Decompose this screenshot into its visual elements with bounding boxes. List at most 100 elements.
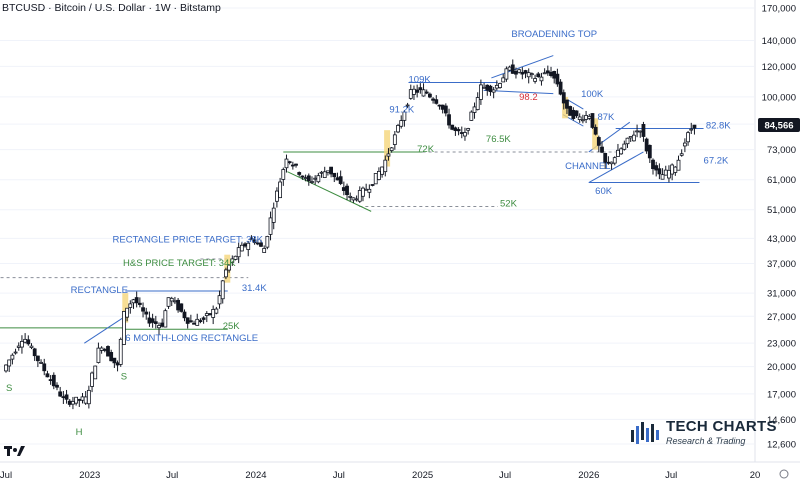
candle-body [188,320,193,323]
candle-body [16,345,21,348]
candle-body [313,177,318,180]
candle-body [526,72,531,78]
candle [198,318,203,324]
candle [109,349,114,362]
candle [329,166,333,178]
candle-body [319,171,324,174]
candle-body [166,297,171,307]
candle-body [144,311,149,315]
candle-body [437,104,442,107]
candle [137,297,142,308]
candle-body [408,89,413,99]
candle-body [670,164,675,175]
price-tick-label: 43,000 [767,234,796,245]
time-tick-label: 20 [750,470,761,481]
candle-body [494,84,499,89]
candle [453,126,458,136]
candle [619,147,624,155]
candle-body [316,175,321,183]
candle-body [552,71,557,79]
candle [67,398,72,407]
last-price-bg [758,117,800,132]
candle [163,308,168,328]
candle [574,110,579,118]
candle [20,335,24,354]
candle-body [686,132,690,143]
candle-body [64,394,69,400]
candle [459,126,464,139]
price-tick-label: 170,000 [762,4,796,15]
candle-body [459,132,464,134]
candle-body [39,361,43,364]
candle [361,186,365,202]
annotation-label: RECTANGLE PRICE TARGET: 38K [113,234,264,245]
time-tick-label: Jul [665,470,677,481]
price-tick-label: 120,000 [762,62,796,73]
candle-body [443,105,448,114]
candle-body [593,126,598,135]
symbol-title: BTCUSD · Bitcoin / U.S. Dollar · 1W · Bi… [2,2,221,14]
candle-body [332,172,337,178]
candle-body [131,299,136,304]
candle-body [195,318,200,326]
candle-body [555,73,560,85]
candle [112,357,117,368]
candle [603,152,608,169]
candle [485,84,490,96]
candle-body [520,72,525,75]
candle [469,110,474,121]
candle-body [201,317,206,320]
tradingview-logo[interactable] [4,446,26,460]
candle-body [354,198,359,201]
candle-body [287,161,292,164]
candle [125,307,130,322]
candle [584,110,588,124]
candle [166,297,171,309]
settings-gear-icon[interactable] [779,469,789,479]
candle [118,337,123,367]
candle [472,102,477,119]
candle-body [647,144,652,159]
candle [220,279,225,304]
candle [35,355,40,368]
candle-body [507,66,512,71]
candle [332,172,337,183]
brand-tagline: Research & Trading [666,436,746,446]
candle-body [689,128,694,131]
price-tick-label: 27,000 [767,312,796,323]
candle [144,307,149,320]
price-tick-label: 23,000 [767,339,796,350]
candle-body [357,190,362,202]
candle-body [367,188,372,193]
annotation-label: 6 MONTH-LONG RECTANGLE [125,333,258,344]
candle-body [383,159,388,173]
candle [523,69,528,79]
candle-body [278,181,283,199]
candle [396,123,400,134]
candle-body [322,171,327,178]
candle-body [533,78,537,82]
candle-body [96,347,101,363]
candle-body [568,106,573,116]
candle-body [396,125,400,133]
candle [635,124,639,138]
candle-body [86,389,91,405]
candle [498,82,502,89]
candle-body [208,313,212,315]
candle [593,124,598,136]
annotation-label: H&S PRICE TARGET: 34K [123,258,236,269]
time-tick-label: 2025 [412,470,433,481]
candle-body [230,258,235,263]
candle [529,72,534,79]
candle-body [246,242,251,250]
time-tick-label: Jul [333,470,345,481]
candle [670,163,675,181]
candle [150,313,155,328]
candle-body [61,396,66,399]
candle [526,68,531,84]
candle-body [412,88,416,95]
candle-body [488,85,493,93]
candle [192,320,196,325]
